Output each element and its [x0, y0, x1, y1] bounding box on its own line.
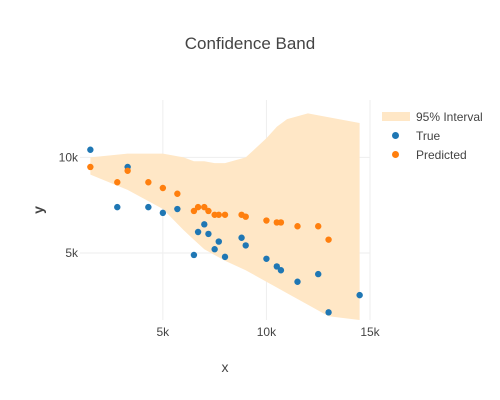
predicted-point — [201, 203, 208, 211]
x-tick-label: 10k — [257, 325, 277, 339]
predicted-point — [215, 211, 222, 218]
y-tick-label: 10k — [59, 150, 79, 164]
true-point — [238, 234, 245, 241]
legend-swatch-predicted — [392, 151, 399, 158]
y-tick-label: 5k — [65, 246, 79, 260]
true-point — [263, 255, 270, 262]
true-point — [114, 203, 121, 211]
true-point — [315, 270, 322, 278]
true-point — [159, 209, 167, 217]
true-point — [356, 291, 363, 299]
predicted-point — [242, 213, 249, 220]
predicted-point — [145, 179, 152, 186]
legend-swatch-interval — [382, 112, 410, 121]
true-point — [277, 267, 285, 274]
true-point — [190, 251, 198, 259]
true-point — [145, 203, 152, 211]
true-point — [294, 278, 301, 285]
predicted-point — [325, 236, 332, 243]
predicted-point — [205, 207, 212, 215]
true-point — [273, 263, 280, 270]
y-tick-labels: 5k 10k — [59, 150, 79, 260]
legend-label-predicted: Predicted — [416, 147, 467, 162]
predicted-point — [114, 179, 121, 186]
true-point — [201, 221, 208, 228]
true-point — [211, 246, 218, 253]
x-axis-label: x — [222, 359, 229, 375]
legend-swatch-true — [392, 132, 399, 139]
true-point — [325, 309, 332, 316]
legend: 95% Interval True Predicted — [380, 107, 483, 164]
predicted-point — [294, 223, 301, 230]
true-point — [194, 228, 202, 236]
y-axis-label: y — [30, 206, 46, 214]
predicted-point — [124, 167, 131, 174]
predicted-point — [277, 219, 285, 226]
predicted-point — [87, 163, 94, 171]
x-tick-label: 15k — [360, 325, 380, 339]
predicted-point — [190, 207, 198, 215]
predicted-point — [263, 217, 270, 224]
true-point — [87, 146, 94, 153]
true-point — [242, 242, 249, 249]
predicted-point — [159, 184, 167, 192]
true-point — [221, 253, 229, 261]
x-tick-labels: 5k 10k 15k — [157, 325, 381, 339]
points-layer — [87, 146, 363, 316]
true-point — [174, 205, 181, 213]
predicted-point — [315, 223, 322, 230]
predicted-point — [194, 203, 202, 211]
legend-label-interval: 95% Interval — [416, 109, 483, 124]
predicted-point — [221, 211, 229, 218]
chart-title: Confidence Band — [184, 34, 316, 53]
legend-item-predicted[interactable]: Predicted — [380, 145, 483, 164]
legend-item-interval[interactable]: 95% Interval — [380, 107, 483, 126]
legend-label-true: True — [416, 128, 441, 143]
true-point — [205, 230, 212, 238]
x-tick-label: 5k — [157, 325, 171, 339]
true-point — [215, 238, 222, 245]
predicted-point — [174, 190, 181, 197]
legend-item-true[interactable]: True — [380, 126, 483, 145]
